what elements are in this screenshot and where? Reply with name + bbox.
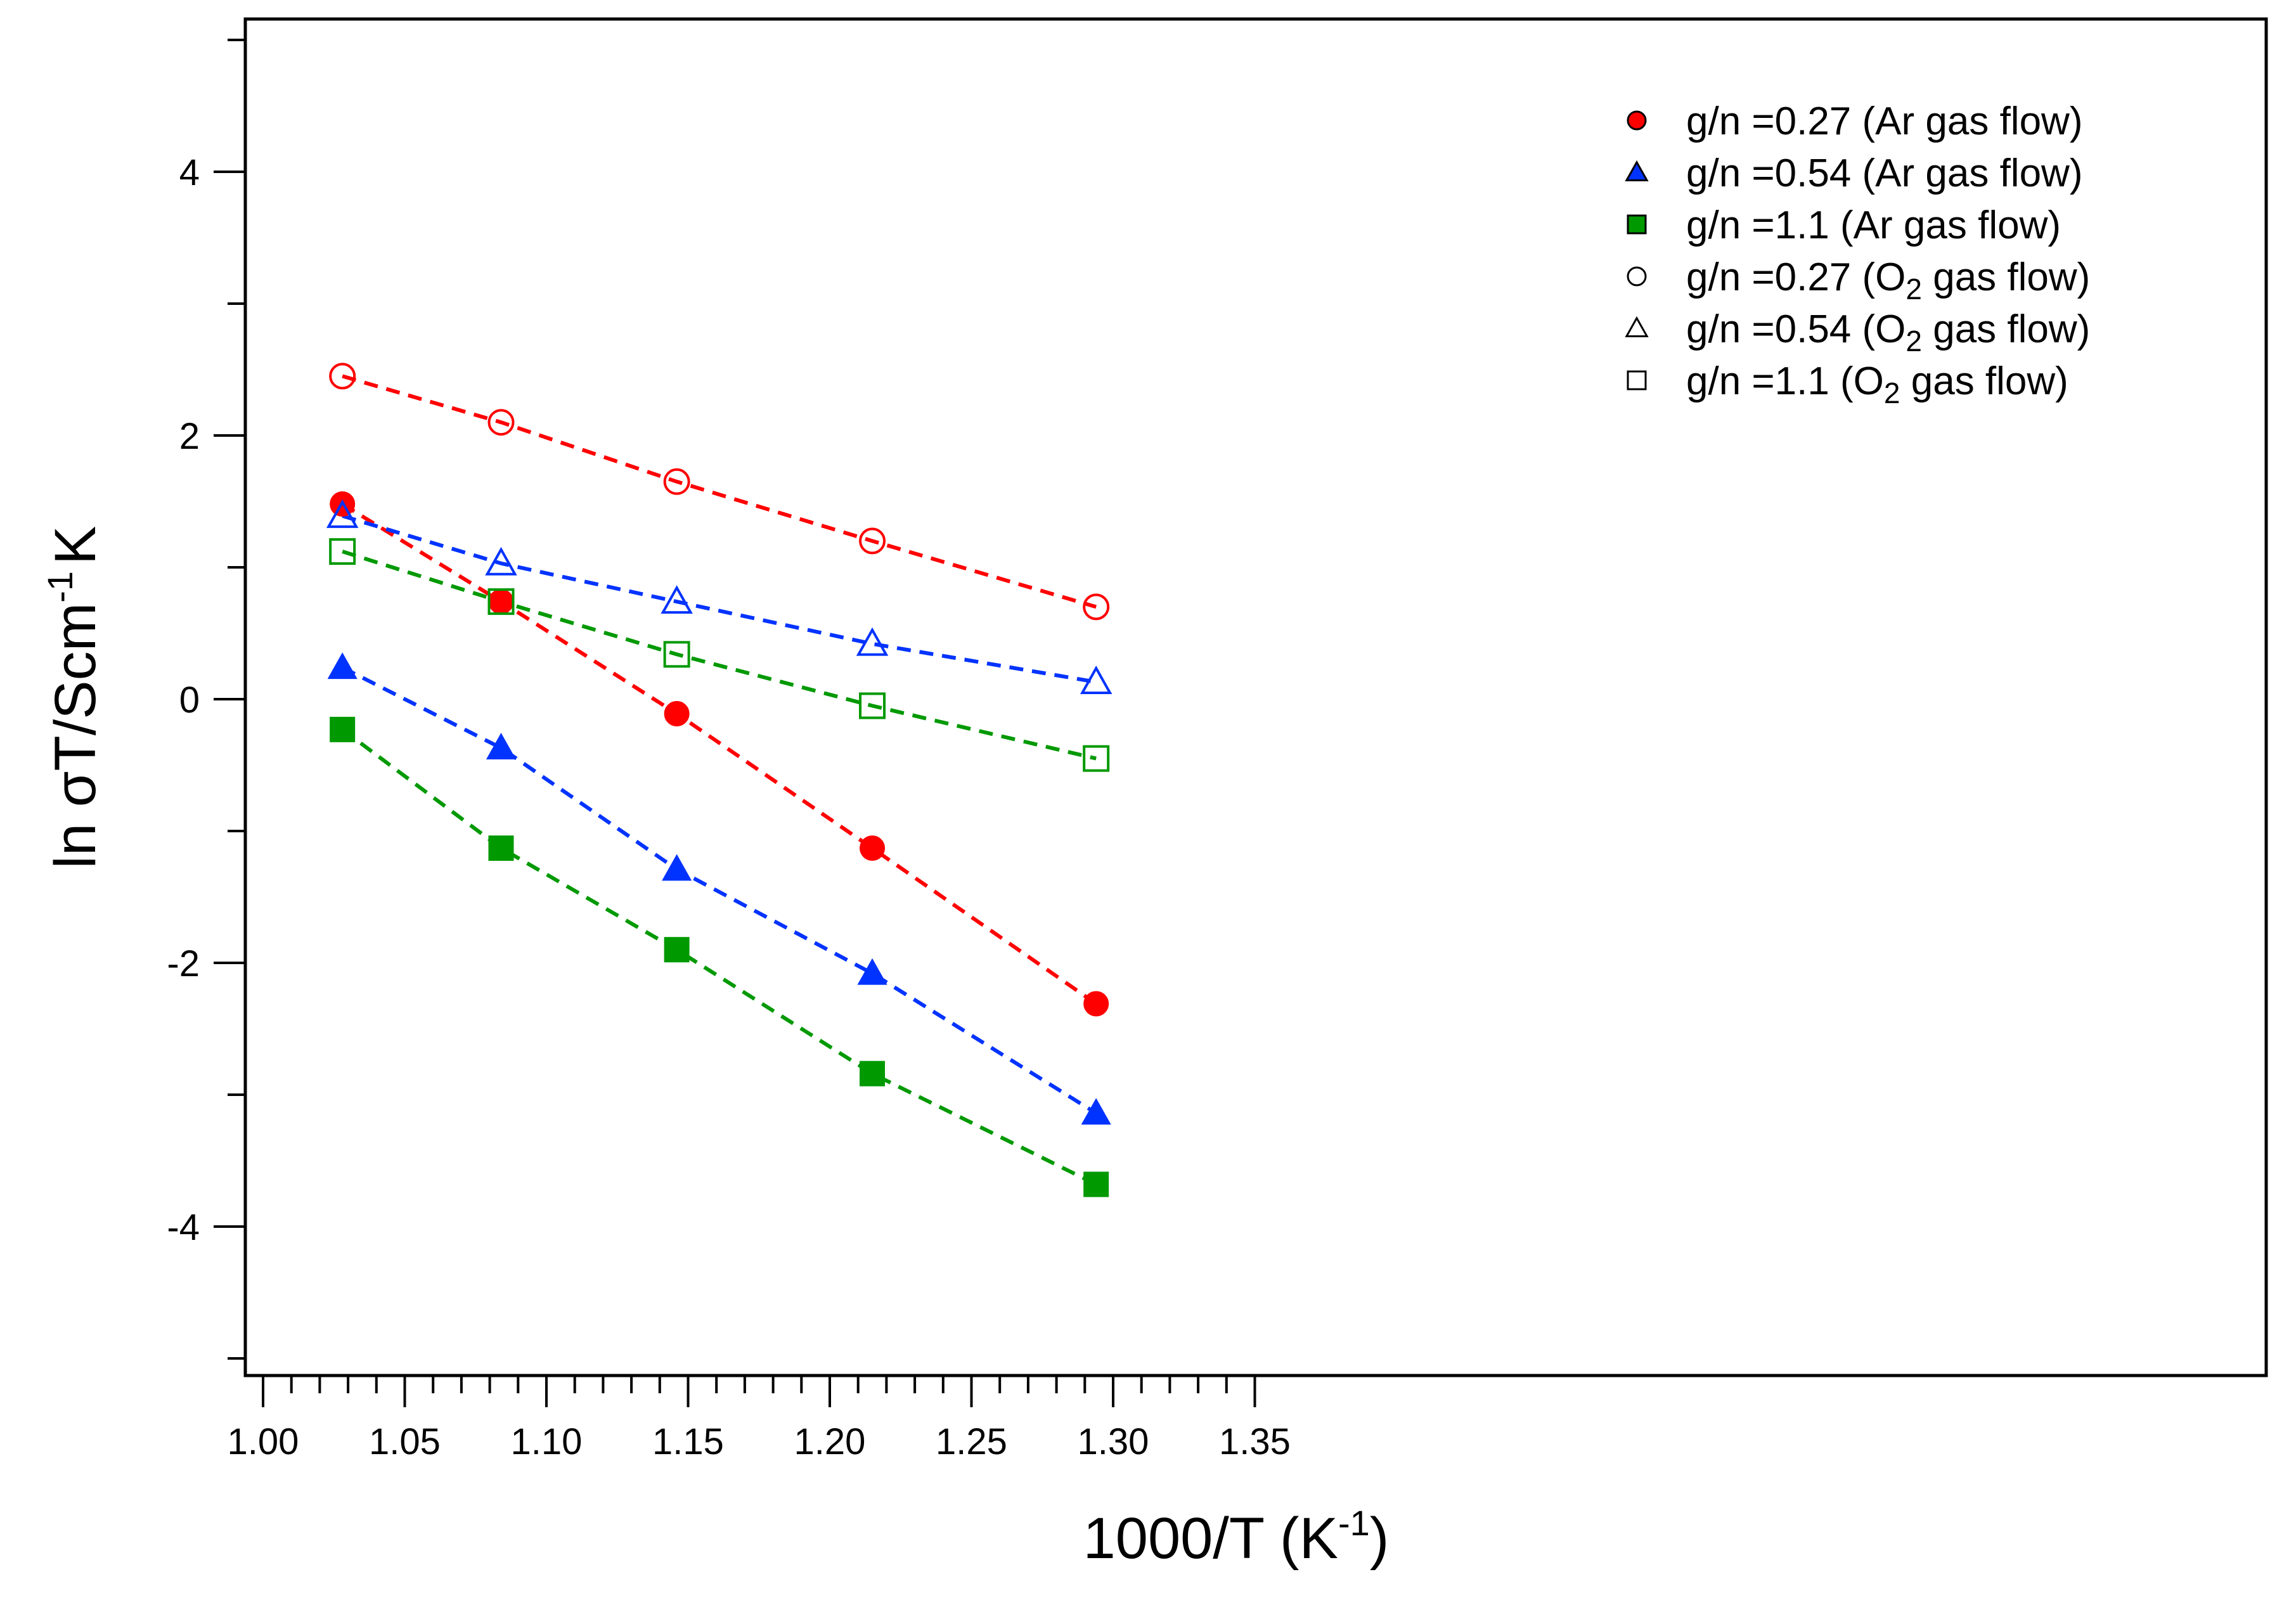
- legend-label: g/n =0.54 (O2 gas flow): [1686, 307, 2090, 358]
- fit-line-series-1: [341, 502, 1097, 1005]
- data-point-series-1: [1083, 991, 1109, 1017]
- legend-label: g/n =0.54 (Ar gas flow): [1686, 151, 2082, 195]
- y-tick-label: -2: [167, 943, 200, 984]
- data-point-series-2: [857, 958, 887, 985]
- legend-label: g/n =0.27 (Ar gas flow): [1686, 100, 2082, 143]
- data-point-series-1: [664, 700, 690, 726]
- fit-line-series-3: [341, 728, 1097, 1187]
- data-point-series-4: [859, 527, 886, 555]
- x-tick-label: 1.25: [936, 1421, 1007, 1462]
- x-tick-label: 1.05: [369, 1421, 441, 1462]
- data-point-series-4: [1083, 593, 1110, 621]
- data-point-series-6: [487, 588, 515, 616]
- data-point-series-6: [859, 692, 886, 719]
- fit-line-series-4: [342, 374, 1097, 609]
- data-point-series-3: [1083, 1171, 1109, 1197]
- y-axis-title: ln σT/Scm-1K: [40, 526, 108, 869]
- data-point-series-5: [1080, 666, 1113, 695]
- legend-label: g/n =1.1 (O2 gas flow): [1686, 359, 2068, 409]
- data-point-series-5: [661, 585, 693, 614]
- data-point-series-5: [856, 627, 889, 656]
- data-point-series-2: [662, 854, 692, 881]
- legend-marker: [1627, 370, 1647, 390]
- data-point-series-3: [664, 937, 690, 963]
- data-point-series-3: [330, 716, 356, 742]
- data-point-series-1: [488, 589, 514, 615]
- x-tick-label: 1.30: [1078, 1421, 1149, 1462]
- x-axis-title: 1000/T (K-1): [1083, 1503, 1390, 1571]
- legend-marker: [1627, 110, 1647, 131]
- fit-line-series-2: [341, 666, 1097, 1115]
- data-point-series-2: [1081, 1098, 1111, 1125]
- x-tick-label: 1.10: [511, 1421, 583, 1462]
- legend-marker: [1627, 214, 1647, 235]
- y-tick-label: 4: [179, 152, 200, 193]
- fit-line-series-6: [342, 550, 1097, 761]
- data-point-series-6: [1083, 745, 1110, 772]
- y-tick-label: 0: [179, 680, 200, 721]
- data-point-series-2: [327, 652, 358, 680]
- legend-label: g/n =1.1 (Ar gas flow): [1686, 203, 2061, 247]
- legend: g/n =0.27 (Ar gas flow) g/n =0.54 (Ar gas…: [1625, 100, 2090, 409]
- legend-marker: [1625, 316, 1649, 338]
- data-point-series-4: [487, 409, 515, 436]
- x-tick-label: 1.20: [794, 1421, 866, 1462]
- data-point-series-3: [860, 1060, 886, 1086]
- x-tick-label: 1.00: [228, 1421, 299, 1462]
- y-tick-label: 2: [179, 416, 200, 457]
- data-point-series-5: [485, 546, 517, 576]
- data-point-series-2: [486, 733, 517, 760]
- data-point-series-5: [326, 499, 359, 528]
- legend-marker: [1627, 266, 1647, 287]
- data-point-series-6: [663, 641, 690, 668]
- fit-line-series-5: [342, 514, 1097, 684]
- data-point-series-4: [329, 363, 356, 390]
- x-tick-label: 1.15: [652, 1421, 724, 1462]
- data-point-series-4: [663, 468, 690, 495]
- data-point-series-3: [488, 835, 514, 861]
- legend-marker: [1625, 160, 1649, 182]
- legend-label: g/n =0.27 (O2 gas flow): [1686, 255, 2090, 306]
- x-tick-label: 1.35: [1219, 1421, 1291, 1462]
- data-point-series-6: [329, 538, 356, 565]
- data-point-series-1: [860, 835, 886, 861]
- y-tick-label: -4: [167, 1207, 200, 1248]
